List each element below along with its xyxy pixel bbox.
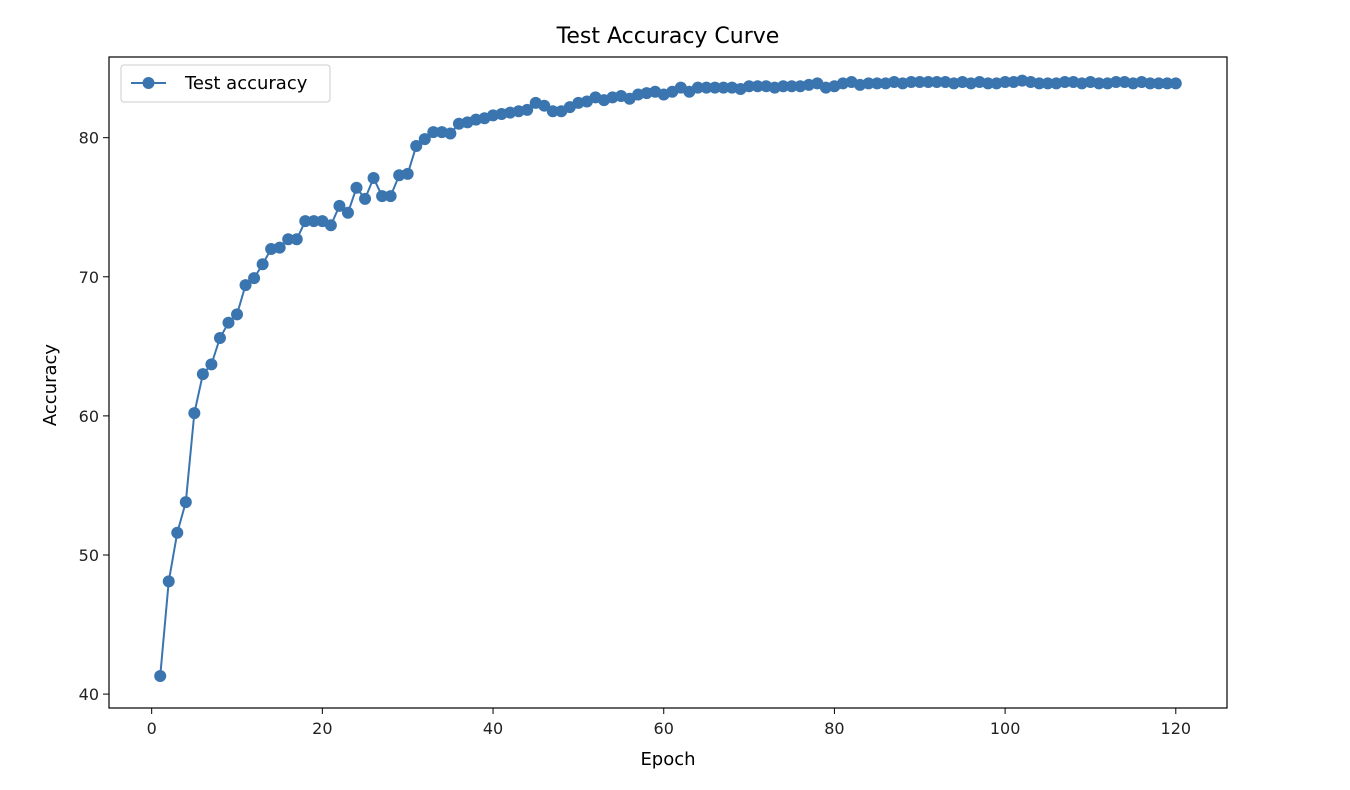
x-tick-label: 60 xyxy=(654,719,674,738)
data-point xyxy=(205,358,218,371)
x-tick-label: 0 xyxy=(147,719,157,738)
data-point xyxy=(999,76,1012,89)
data-point xyxy=(376,190,389,203)
data-point xyxy=(1033,77,1046,90)
x-axis: 0 20 40 60 80 100 120 xyxy=(147,708,1191,738)
data-point xyxy=(538,99,551,112)
axes-frame xyxy=(108,56,1228,709)
x-axis-label: Epoch xyxy=(640,749,695,770)
legend-marker-icon xyxy=(142,77,155,89)
data-point xyxy=(384,190,397,203)
data-point xyxy=(1144,77,1157,90)
data-point xyxy=(700,81,713,94)
data-point xyxy=(154,670,167,683)
x-tick-label: 100 xyxy=(990,719,1021,738)
y-tick-label: 50 xyxy=(79,546,99,565)
data-point xyxy=(521,103,534,116)
chart-title: Test Accuracy Curve xyxy=(556,24,780,49)
data-point xyxy=(922,76,935,89)
data-point xyxy=(751,80,764,93)
y-tick-label: 70 xyxy=(79,268,99,287)
y-tick-label: 80 xyxy=(79,129,99,148)
data-point xyxy=(410,140,423,153)
data-point xyxy=(982,77,995,90)
x-tick-label: 40 xyxy=(483,719,503,738)
data-point xyxy=(196,368,209,381)
x-tick-label: 120 xyxy=(1161,719,1192,738)
x-tick-label: 80 xyxy=(824,719,844,738)
data-point xyxy=(913,76,926,89)
data-point xyxy=(401,167,414,180)
data-point xyxy=(1041,77,1054,90)
plot-area xyxy=(154,74,1182,683)
data-point xyxy=(367,172,380,185)
data-point xyxy=(222,316,235,329)
data-point xyxy=(333,199,346,212)
data-point xyxy=(307,215,320,228)
data-point xyxy=(359,192,372,205)
data-point xyxy=(162,575,175,588)
data-point xyxy=(290,233,303,246)
data-point xyxy=(1161,77,1174,90)
data-point xyxy=(231,308,244,321)
data-point xyxy=(444,127,457,140)
data-point xyxy=(427,126,440,139)
data-point xyxy=(1152,77,1165,90)
data-point xyxy=(777,80,790,93)
y-tick-label: 60 xyxy=(79,407,99,426)
data-point xyxy=(871,77,884,90)
data-point xyxy=(862,77,875,90)
x-tick-label: 20 xyxy=(312,719,332,738)
data-point xyxy=(1058,76,1071,89)
y-axis-label: Accuracy xyxy=(40,344,61,427)
data-point xyxy=(708,81,721,94)
data-point xyxy=(248,272,261,285)
data-point xyxy=(282,233,295,246)
data-point xyxy=(930,76,943,89)
data-point xyxy=(213,331,226,344)
legend-box xyxy=(120,64,331,103)
data-point xyxy=(341,206,354,219)
data-point xyxy=(1169,77,1182,90)
data-point xyxy=(299,215,312,228)
data-point xyxy=(785,80,798,93)
y-tick-label: 40 xyxy=(79,685,99,704)
y-axis: 40 50 60 70 80 xyxy=(79,129,109,704)
data-point xyxy=(171,526,184,539)
data-point xyxy=(546,105,559,118)
legend-label: Test accuracy xyxy=(184,73,308,94)
data-point xyxy=(239,279,252,292)
data-point xyxy=(179,496,192,509)
data-point xyxy=(350,181,363,194)
data-point xyxy=(188,407,201,420)
data-point xyxy=(691,81,704,94)
data-point xyxy=(418,133,431,146)
data-point xyxy=(905,76,918,89)
data-point xyxy=(1092,77,1105,90)
data-point xyxy=(256,258,269,271)
data-point xyxy=(743,80,756,93)
data-point xyxy=(324,219,337,232)
data-point xyxy=(717,81,730,94)
data-point xyxy=(273,241,286,254)
legend: Test accuracy xyxy=(120,64,331,103)
data-point xyxy=(1110,76,1123,89)
